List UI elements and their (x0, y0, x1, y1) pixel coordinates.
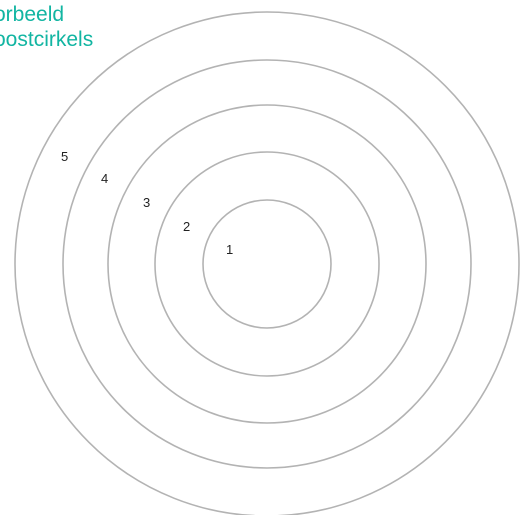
ring-2-label: 2 (183, 219, 190, 234)
ring-3-label: 3 (143, 195, 150, 210)
ring-1-circle (202, 199, 332, 329)
ring-2-circle (154, 151, 380, 377)
heading-line-2: oostcirkels (0, 28, 94, 51)
ring-3-circle (107, 104, 427, 424)
ring-5-circle (14, 11, 520, 515)
ring-5-label: 5 (61, 149, 68, 164)
diagram-heading: orbeeld oostcirkels (0, 2, 93, 52)
heading-line-1: orbeeld (0, 3, 65, 26)
ring-4-label: 4 (101, 171, 108, 186)
ring-1-label: 1 (226, 242, 233, 257)
ring-4-circle (62, 59, 472, 469)
